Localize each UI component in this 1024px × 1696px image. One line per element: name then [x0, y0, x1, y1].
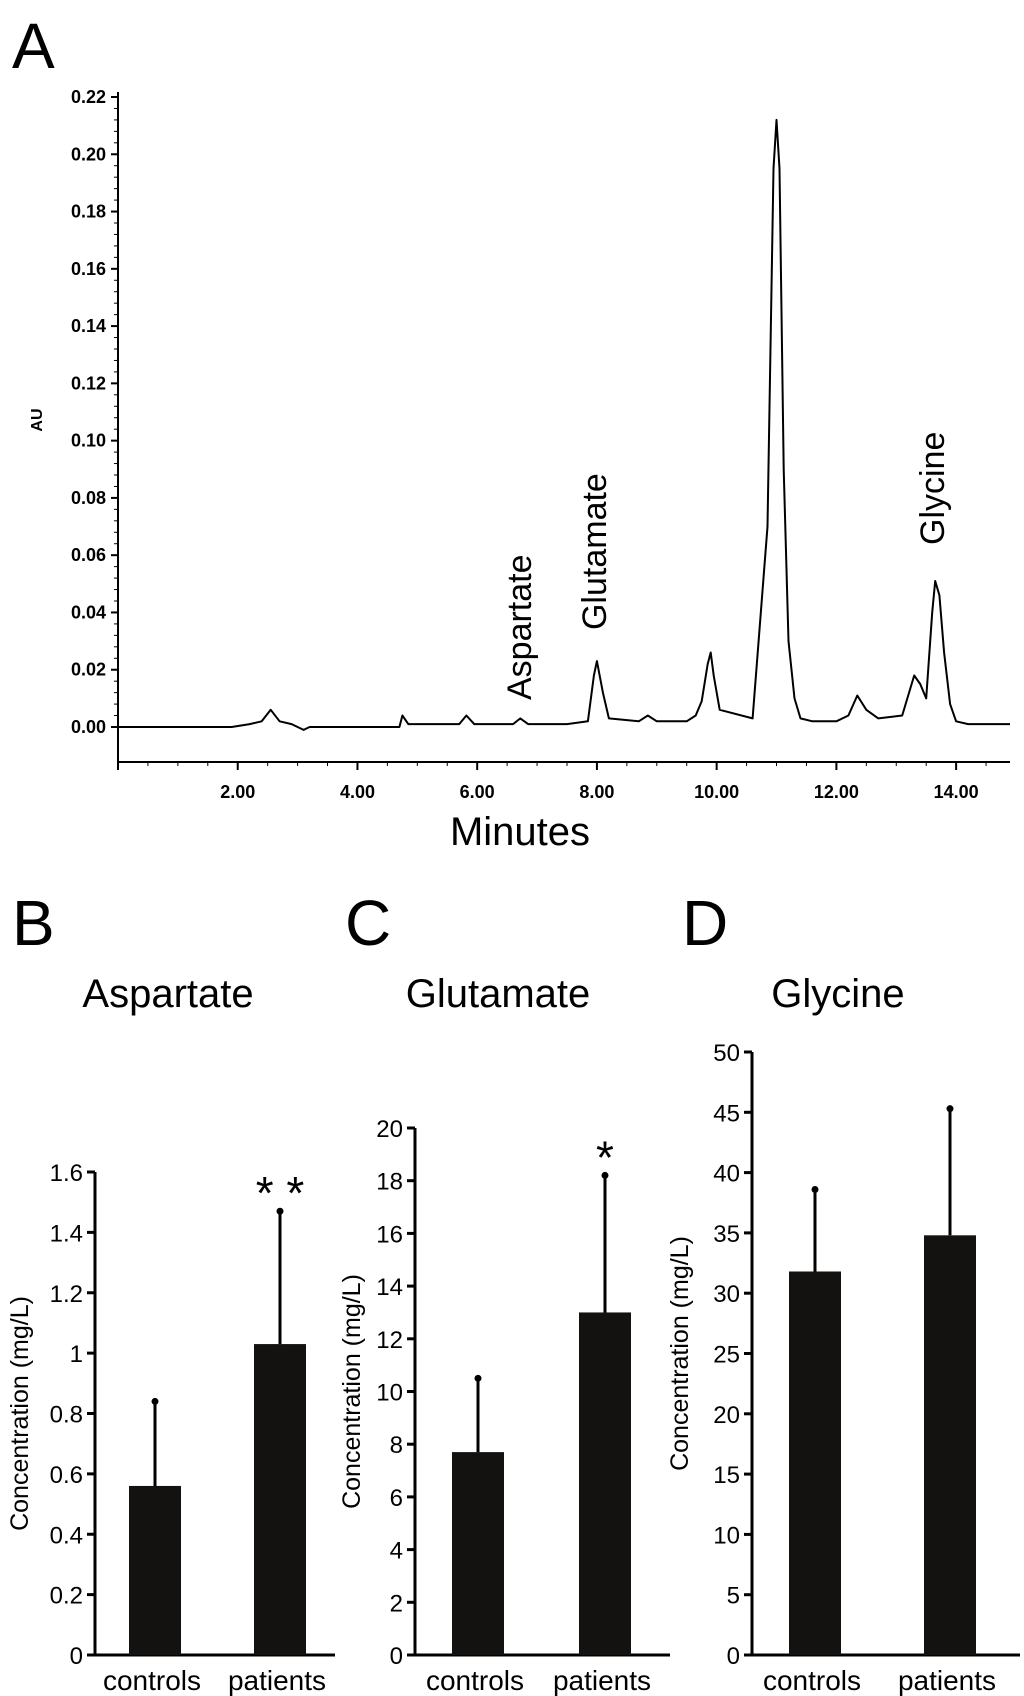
peak-label-aspartate: Aspartate — [501, 554, 539, 700]
y-tick-label: 0.08 — [71, 488, 106, 508]
y-tick-label: 45 — [713, 1100, 740, 1127]
y-tick-label: 0.10 — [71, 431, 106, 451]
chromatogram-chart: 0.00 0.02 0.04 0.06 0.08 0.10 0.12 0.14 0.16 0.18… — [29, 87, 1010, 854]
y-tick-label: 35 — [713, 1221, 740, 1248]
y-tick-label: 0.4 — [50, 1522, 83, 1549]
y-tick-label: 0.14 — [71, 316, 106, 336]
y-tick-label: 10 — [376, 1380, 403, 1407]
category-label-patients: patients — [553, 1665, 651, 1696]
panel-letter-d: D — [682, 887, 728, 959]
y-tick-label: 10 — [713, 1522, 740, 1549]
chromatogram-trace — [118, 118, 1010, 731]
error-cap-controls — [474, 1374, 482, 1382]
category-label-controls: controls — [426, 1665, 524, 1696]
y-tick-label: 8 — [390, 1432, 403, 1459]
y-tick-label: 0 — [70, 1643, 83, 1670]
x-tick-label: 14.00 — [934, 782, 979, 802]
y-axis-title: Concentration (mg/L) — [666, 1236, 694, 1471]
category-label-controls: controls — [763, 1665, 861, 1696]
y-tick-label: 0.18 — [71, 202, 106, 222]
y-tick-label: 0.20 — [71, 144, 106, 164]
y-tick-label: 0.12 — [71, 373, 106, 393]
y-tick-label: 50 — [713, 1040, 740, 1067]
bar-patients — [579, 1312, 631, 1655]
y-tick-label: 40 — [713, 1161, 740, 1188]
bar-controls — [452, 1452, 504, 1655]
y-tick-label: 1.6 — [50, 1160, 83, 1187]
y-tick-label: 0 — [727, 1643, 740, 1670]
significance-marker: * * — [256, 1167, 305, 1219]
y-tick-label: 0.8 — [50, 1402, 83, 1429]
y-tick-label: 4 — [390, 1538, 403, 1565]
error-cap-controls — [811, 1185, 819, 1193]
panel-letter-a: A — [12, 10, 55, 82]
y-tick-label: 20 — [376, 1116, 403, 1143]
aspartate-bar-chart: Aspartate 0 0.2 0.4 0.6 0.8 1 1.2 1.4 1.6 Concentr… — [6, 972, 335, 1696]
y-tick-label: 0.22 — [71, 87, 106, 107]
x-tick-label: 2.00 — [220, 782, 255, 802]
x-tick-label: 4.00 — [340, 782, 375, 802]
y-tick-label: 25 — [713, 1342, 740, 1369]
y-tick-label: 0.02 — [71, 660, 106, 680]
y-tick-label: 0.16 — [71, 259, 106, 279]
y-tick-label: 12 — [376, 1327, 403, 1354]
error-cap-patients — [276, 1207, 284, 1215]
error-cap-controls — [151, 1397, 159, 1405]
y-tick-label: 20 — [713, 1402, 740, 1429]
y-axis-title: AU — [29, 408, 46, 431]
y-tick-label: 1 — [70, 1341, 83, 1368]
panel-letter-b: B — [12, 887, 55, 959]
y-tick-label: 2 — [390, 1590, 403, 1617]
x-tick-label: 6.00 — [460, 782, 495, 802]
y-tick-label: 18 — [376, 1169, 403, 1196]
error-cap-patients — [601, 1171, 609, 1179]
error-cap-patients — [946, 1105, 954, 1113]
chart-title: Glutamate — [406, 972, 591, 1016]
bar-controls — [789, 1271, 841, 1655]
peak-label-glutamate: Glutamate — [576, 473, 614, 630]
y-tick-label: 0.6 — [50, 1462, 83, 1489]
y-tick-label: 0 — [390, 1643, 403, 1670]
glutamate-bar-chart: Glutamate 0 2 4 6 8 10 12 14 16 18 20 Concentration … — [338, 972, 670, 1696]
bar-patients — [924, 1235, 976, 1655]
chart-title: Glycine — [771, 972, 904, 1016]
y-tick-label: 6 — [390, 1485, 403, 1512]
x-tick-label: 8.00 — [579, 782, 614, 802]
x-tick-label: 12.00 — [814, 782, 859, 802]
y-axis-title: Concentration (mg/L) — [338, 1274, 366, 1509]
x-axis-title: Minutes — [450, 810, 590, 854]
y-axis-title: Concentration (mg/L) — [6, 1296, 34, 1531]
category-label-controls: controls — [103, 1665, 201, 1696]
category-label-patients: patients — [228, 1665, 326, 1696]
peak-label-glycine: Glycine — [914, 432, 952, 545]
y-tick-label: 15 — [713, 1462, 740, 1489]
chart-title: Aspartate — [82, 972, 253, 1016]
y-tick-label: 0.2 — [50, 1583, 83, 1610]
y-tick-label: 1.2 — [50, 1281, 83, 1308]
glycine-bar-chart: Glycine 0 5 10 15 20 25 30 35 40 45 50 Concentration… — [666, 972, 1020, 1696]
category-label-patients: patients — [898, 1665, 996, 1696]
y-tick-label: 14 — [376, 1274, 403, 1301]
x-tick-label: 10.00 — [694, 782, 739, 802]
y-tick-label: 16 — [376, 1221, 403, 1248]
significance-marker: * — [596, 1131, 614, 1183]
y-tick-label: 0.04 — [71, 602, 106, 622]
panel-letter-c: C — [345, 887, 391, 959]
y-tick-label: 30 — [713, 1281, 740, 1308]
y-tick-label: 1.4 — [50, 1220, 83, 1247]
y-tick-label: 0.00 — [71, 717, 106, 737]
y-tick-label: 0.06 — [71, 545, 106, 565]
bar-controls — [129, 1485, 181, 1655]
bar-patients — [254, 1344, 306, 1655]
y-tick-label: 5 — [727, 1583, 740, 1610]
